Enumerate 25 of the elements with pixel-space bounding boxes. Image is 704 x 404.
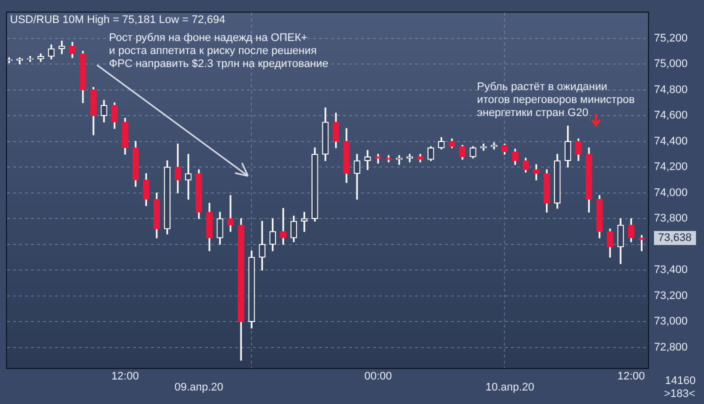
y-tick-label: 73,200 — [654, 290, 688, 302]
candlestick — [364, 150, 371, 170]
y-tick-label: 74,400 — [654, 135, 688, 148]
y-tick-label: 73,000 — [654, 316, 688, 328]
y-tick-label: 72,800 — [654, 341, 688, 354]
y-tick-label: 74,600 — [654, 110, 688, 122]
y-tick-label: 74,800 — [654, 84, 688, 96]
y-tick-label: 73,800 — [654, 212, 688, 225]
y-tick-label: 75,000 — [654, 58, 688, 70]
text: 73,638 — [654, 231, 696, 246]
annotation: Рост рубля на фоне надежд на ОПЕК+ и роста аппетита к риску после решения ФРС направить $2.3 трлн на кредитование — [109, 32, 328, 71]
x2-tick-label: 10.апр.20 — [486, 382, 534, 394]
y-tick-label: 74,200 — [654, 161, 688, 174]
candlestick — [227, 195, 234, 232]
text: >183< — [664, 388, 696, 401]
x-tick-label: 12:00 — [617, 370, 645, 383]
chart-title: USD/RUB 10M High = 75,181 Low = 72,694 — [10, 14, 226, 27]
annotation: Рубль растёт в ожидании итогов переговоров министров энергетики стран G20 — [477, 80, 635, 120]
x-tick-label: 12:00 — [111, 370, 139, 383]
y-tick-label: 73,400 — [654, 264, 688, 276]
x-tick-label: 00:00 — [364, 370, 392, 383]
text: 14160 — [665, 375, 696, 388]
y-tick-label: 74,000 — [654, 186, 688, 199]
x2-tick-label: 09.апр.20 — [174, 382, 224, 394]
y-tick-label: 75,200 — [654, 32, 688, 44]
